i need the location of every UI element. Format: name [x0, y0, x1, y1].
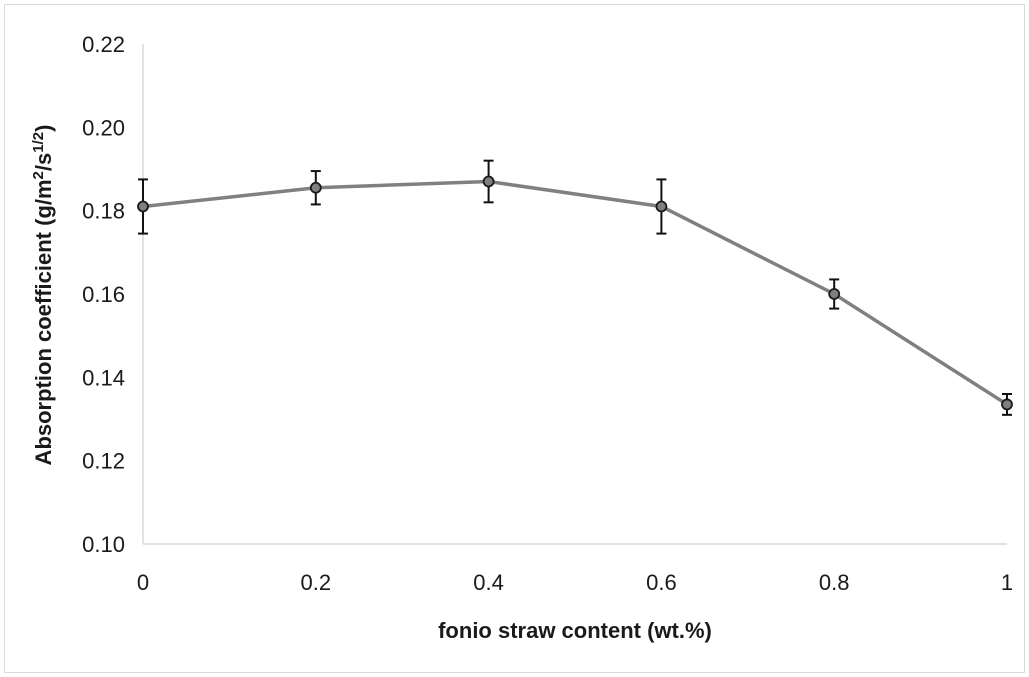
chart-frame — [4, 4, 1025, 673]
y-tick-labels: 0.10 0.12 0.14 0.16 0.18 0.20 0.22 — [82, 32, 125, 557]
x-tick-label: 0.6 — [646, 570, 677, 595]
y-tick-label: 0.20 — [82, 115, 125, 140]
x-tick-label: 0.2 — [301, 570, 332, 595]
x-tick-label: 0.8 — [819, 570, 850, 595]
series-line — [142, 179, 1008, 406]
data-point — [655, 200, 668, 213]
y-axis-title-sup1: 2 — [30, 171, 47, 179]
error-bars — [138, 159, 1012, 416]
y-tick-label: 0.12 — [82, 449, 125, 474]
y-axis-title-sup2: 1/2 — [30, 132, 47, 153]
y-axis-title: Absorption coefficient (g/m2/s1/2) — [30, 125, 56, 466]
data-point — [137, 200, 149, 213]
x-axis-title: fonio straw content (wt.%) — [438, 618, 712, 643]
y-axis-title-main: Absorption coefficient (g/m — [31, 179, 56, 465]
y-axis-title-mid: /s — [31, 153, 56, 171]
x-tick-label: 0.4 — [473, 570, 504, 595]
axes — [142, 44, 1007, 545]
y-axis-title-end: ) — [31, 125, 56, 132]
y-tick-label: 0.18 — [82, 199, 125, 224]
x-tick-label: 1 — [1001, 570, 1013, 595]
y-tick-label: 0.16 — [82, 282, 125, 307]
data-point — [828, 288, 841, 300]
y-tick-label: 0.14 — [82, 365, 125, 390]
x-tick-label: 0 — [137, 570, 149, 595]
x-tick-labels: 0 0.2 0.4 0.6 0.8 1 — [137, 570, 1013, 595]
data-points — [137, 175, 1013, 411]
y-tick-label: 0.22 — [82, 32, 125, 57]
data-point — [1001, 398, 1013, 411]
data-point — [309, 181, 322, 194]
y-tick-label: 0.10 — [82, 532, 125, 557]
data-point — [482, 175, 495, 188]
